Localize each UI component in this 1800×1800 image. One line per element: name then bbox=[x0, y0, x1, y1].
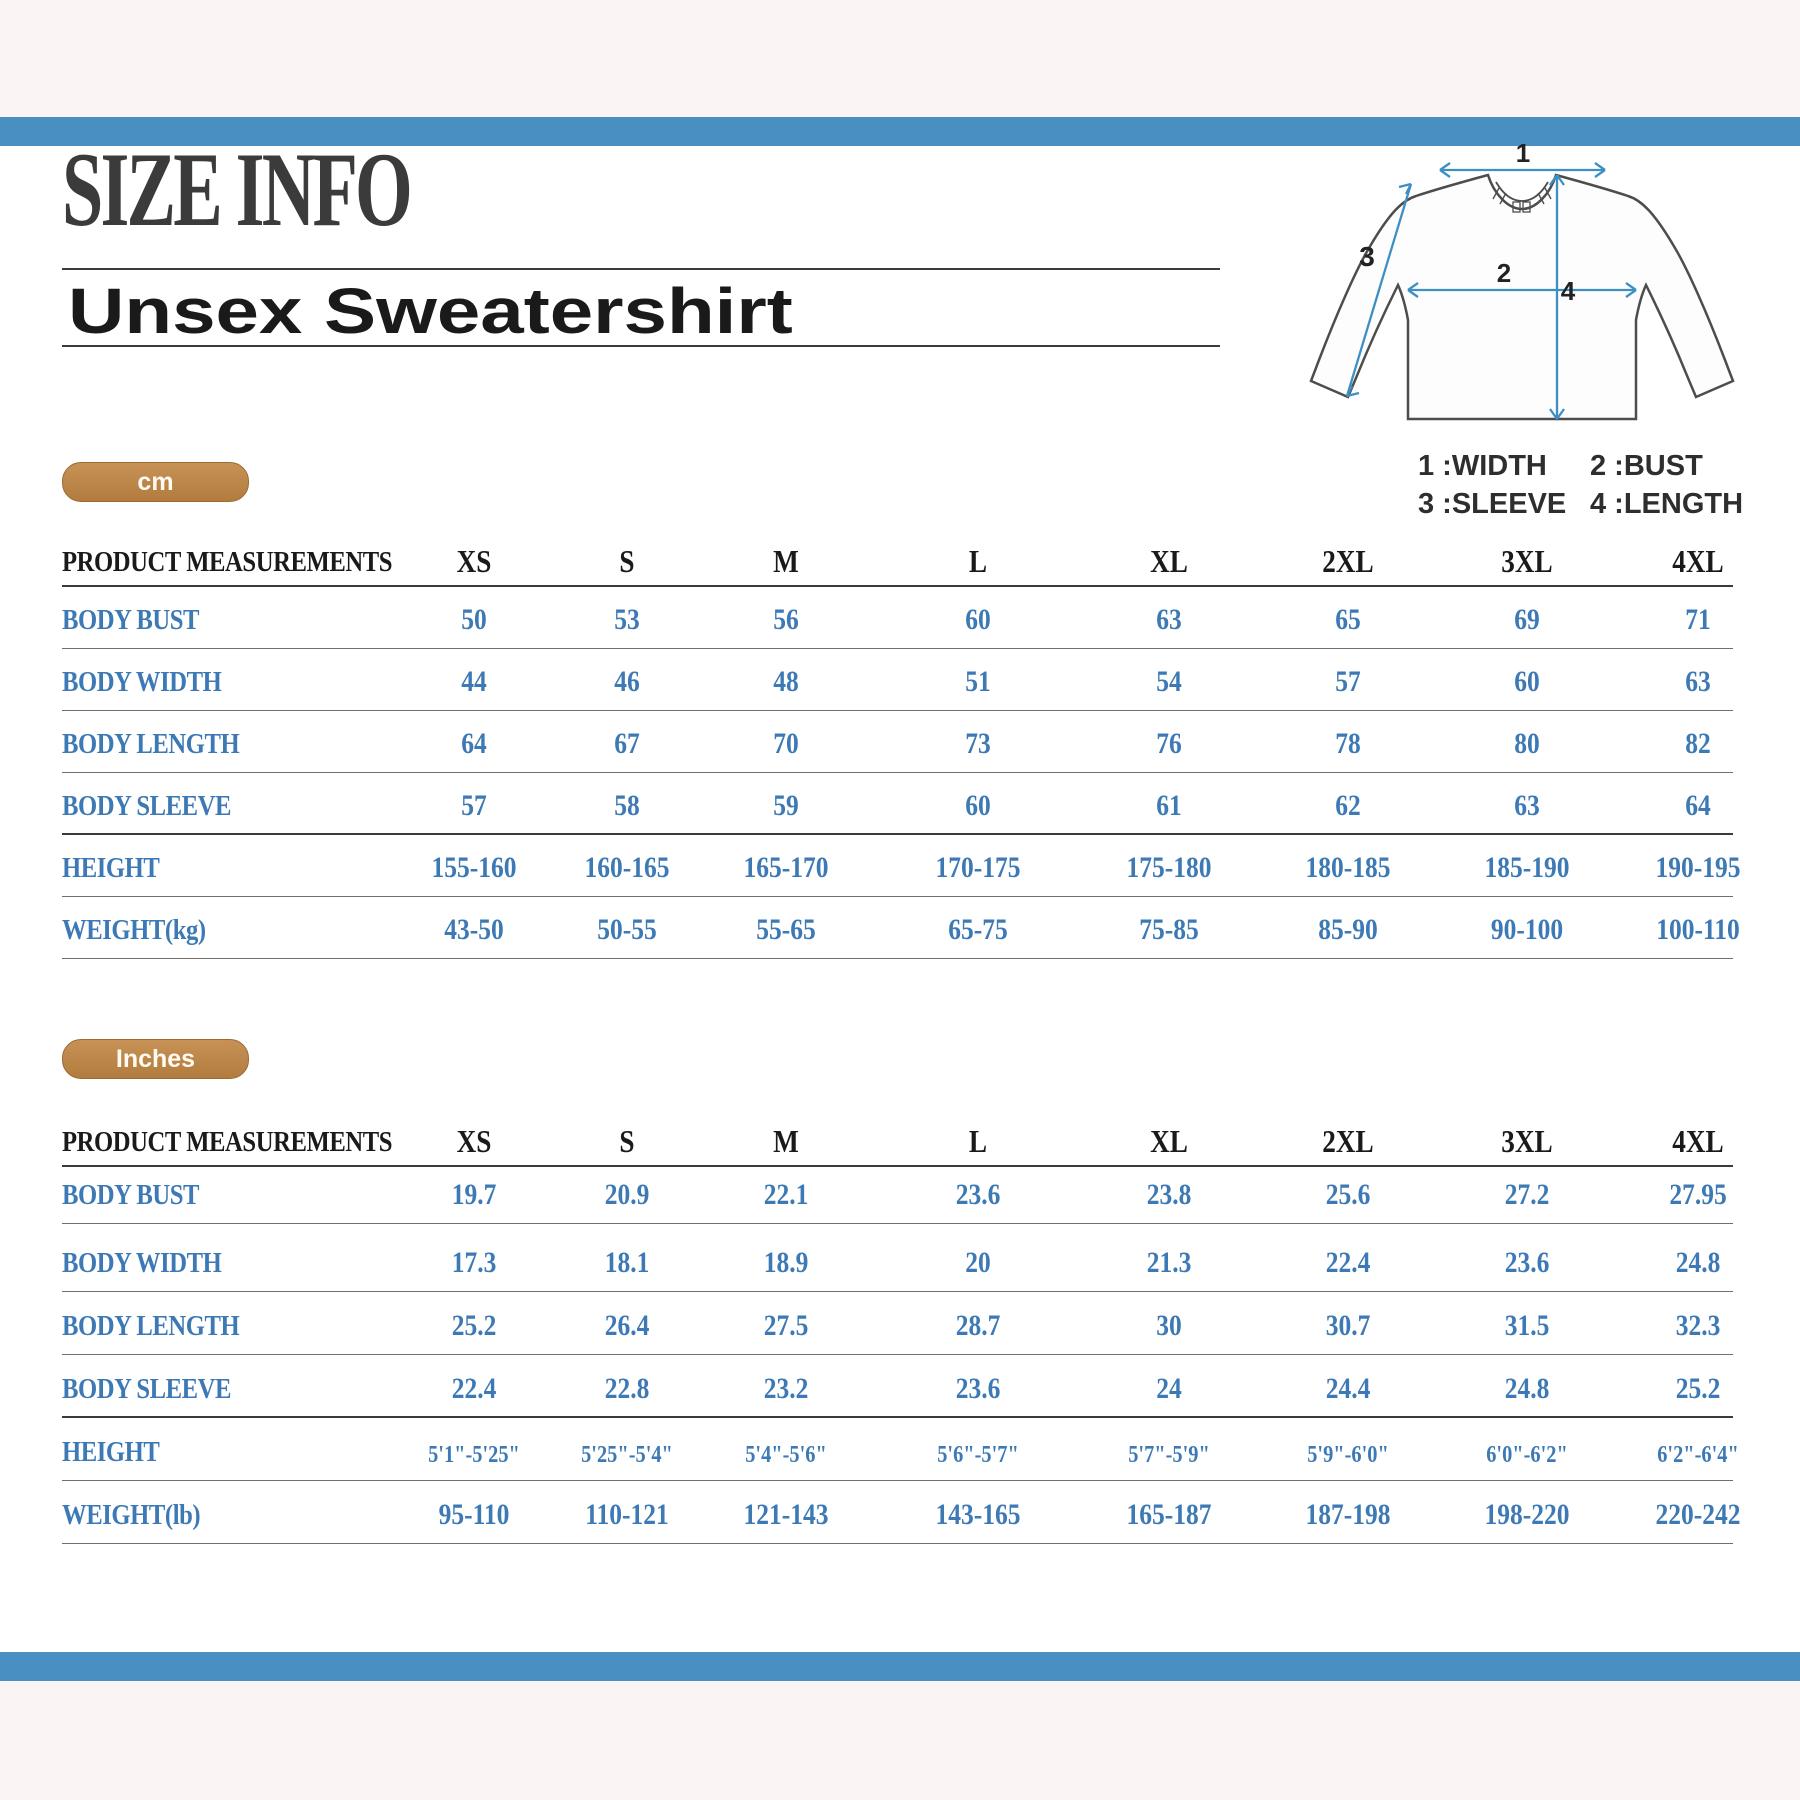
svg-text:4: 4 bbox=[1561, 276, 1576, 306]
svg-text:2: 2 bbox=[1497, 258, 1511, 288]
svg-text:1: 1 bbox=[1516, 138, 1530, 168]
svg-text:3: 3 bbox=[1359, 241, 1375, 272]
